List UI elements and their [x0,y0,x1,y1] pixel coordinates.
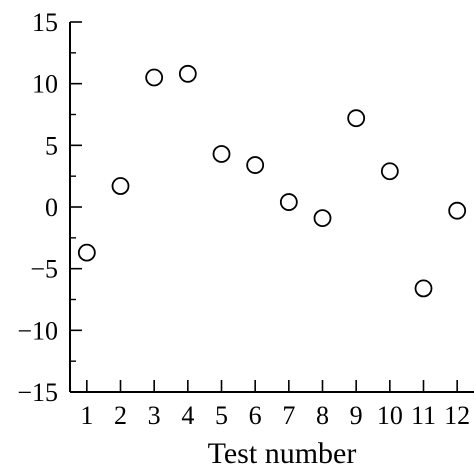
x-tick-label: 12 [444,401,470,430]
y-tick-label: 0 [45,193,58,222]
x-tick-label: 7 [282,401,295,430]
x-axis-label: Test number [208,437,357,470]
x-tick-label: 3 [148,401,161,430]
x-tick-label: 1 [80,401,93,430]
x-tick-label: 5 [215,401,228,430]
data-point [347,109,366,128]
plot-frame [69,22,474,393]
x-tick-label: 4 [181,401,194,430]
data-point [145,68,164,87]
data-point [448,201,467,220]
x-tick-label: 10 [377,401,403,430]
y-axis-ticks: −15 −10 −5 0 5 10 15 [17,8,82,407]
data-points [77,64,467,298]
y-tick-label: −15 [17,378,58,407]
data-point [246,156,265,174]
data-point [111,177,130,195]
y-tick-label: 5 [45,131,58,160]
x-axis-ticks: 1 2 3 4 5 6 7 8 9 10 11 12 [80,380,470,430]
data-point [212,145,231,163]
x-tick-label: 6 [249,401,262,430]
x-tick-label: 9 [350,401,363,430]
x-tick-label: 2 [114,401,127,430]
y-tick-label: −5 [30,255,58,284]
data-point [77,243,96,262]
y-tick-label: −10 [17,316,58,345]
y-tick-label: 15 [32,8,58,37]
y-tick-label: 10 [32,70,58,99]
data-point [414,279,433,298]
data-point [313,209,332,228]
x-tick-label: 11 [411,401,436,430]
x-tick-label: 8 [316,401,329,430]
data-point [380,162,399,181]
data-point [279,193,298,211]
data-point [178,64,197,83]
